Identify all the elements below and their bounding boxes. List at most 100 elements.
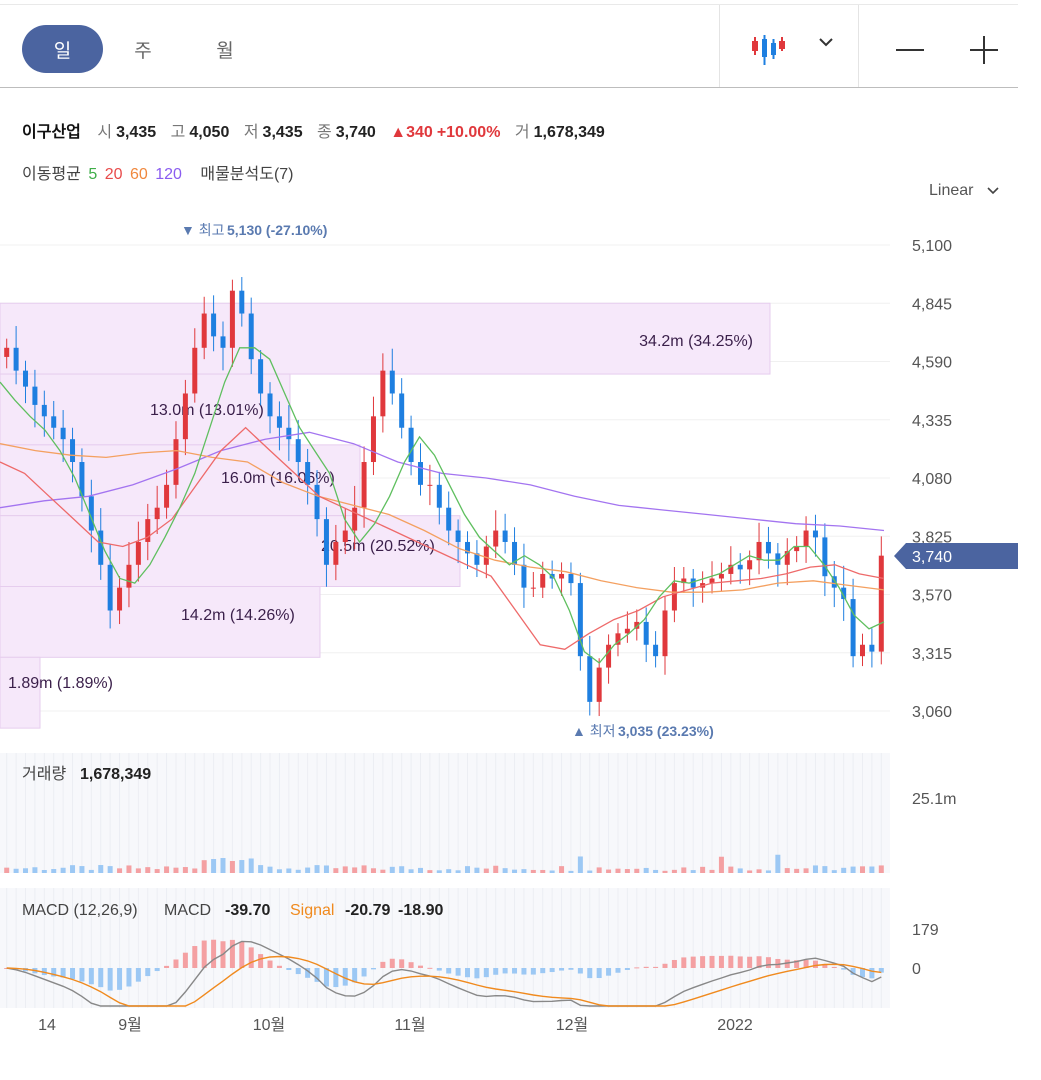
candle-body	[229, 290, 235, 348]
volume-bar	[859, 866, 865, 873]
macd-histogram-bar	[841, 968, 847, 970]
volume-bar	[32, 867, 38, 873]
candle-body	[869, 644, 875, 652]
open-value: 3,435	[116, 124, 157, 141]
candle-body	[718, 573, 724, 579]
candle-body	[88, 496, 94, 531]
macd-histogram-bar	[662, 963, 668, 968]
volume-bar	[747, 870, 753, 873]
candle-body	[747, 560, 753, 570]
macd-histogram-bar	[878, 968, 884, 973]
current-price-tag	[894, 543, 1018, 569]
volume-profile-bar	[0, 656, 41, 729]
candle-body	[145, 519, 151, 542]
macd-histogram-bar	[314, 968, 320, 982]
macd-histogram-bar	[728, 955, 734, 968]
x-axis-label: 11월	[394, 1016, 425, 1034]
candle-body	[211, 313, 217, 337]
macd-histogram-bar	[831, 966, 837, 968]
volume-bar	[145, 867, 151, 873]
candlestick-icon[interactable]	[748, 35, 788, 71]
candle-body	[51, 416, 57, 428]
macd-histogram-bar	[417, 965, 423, 968]
candle-body	[295, 439, 301, 463]
chevron-down-icon[interactable]	[818, 36, 834, 48]
candle-body	[41, 404, 47, 417]
macd-axis-label: 179	[912, 922, 939, 939]
period-tab-month[interactable]: 월	[216, 40, 234, 62]
volume-bar	[700, 866, 706, 873]
macd-histogram-bar	[803, 959, 809, 968]
macd-panel-bg	[0, 888, 890, 1008]
candle-body	[135, 541, 141, 565]
macd-histogram-bar	[60, 968, 66, 978]
macd-histogram-bar	[192, 946, 198, 968]
volume-bar	[107, 866, 113, 873]
ma60-line	[0, 443, 885, 593]
candle-body	[455, 530, 461, 542]
macd-histogram-bar	[869, 968, 875, 979]
volume-bar	[173, 867, 179, 873]
macd-histogram-bar	[154, 968, 160, 972]
macd-histogram-bar	[239, 941, 245, 968]
candle-body	[323, 519, 329, 565]
candle-body	[352, 507, 358, 531]
plus-icon-vertical[interactable]	[983, 36, 985, 64]
macd-histogram-bar	[436, 968, 442, 971]
volume-bar	[446, 869, 452, 873]
volume-bar	[286, 868, 292, 873]
period-tab-day[interactable]: 일	[22, 25, 103, 73]
candle-body	[606, 644, 612, 668]
volume-bar	[624, 869, 630, 873]
candle-body	[512, 541, 518, 565]
candle-body	[305, 462, 311, 485]
macd-panel-label: MACD (12,26,9)	[22, 902, 138, 919]
candle-body	[850, 599, 856, 657]
candle-body	[794, 546, 800, 552]
candle-body	[483, 546, 489, 565]
price-tick-label: 3,060	[912, 704, 952, 721]
candle-body	[775, 553, 781, 565]
macd-histogram-bar	[248, 947, 254, 968]
candle-body	[596, 667, 602, 702]
signal-label: Signal	[290, 902, 334, 919]
high-label: 고	[170, 124, 186, 141]
candle-body	[23, 370, 29, 387]
volume-bar	[60, 867, 66, 873]
volume-bar	[182, 867, 188, 873]
volume-bar	[164, 866, 170, 873]
volume-profile-bar	[0, 515, 461, 588]
macd-histogram-bar	[465, 968, 471, 978]
candle-body	[389, 370, 395, 394]
volume-bar	[23, 868, 29, 873]
volume-bar	[4, 867, 10, 873]
period-tab-week[interactable]: 주	[134, 40, 152, 62]
ma20-label: 20	[104, 166, 123, 183]
candle-body	[267, 393, 273, 417]
minus-icon[interactable]	[896, 49, 924, 51]
volume-profile-label: 13.0m (13.01%)	[150, 402, 264, 419]
candle-body	[201, 313, 207, 348]
chevron-down-icon[interactable]	[986, 186, 1000, 196]
volume-bar	[258, 865, 264, 873]
price-tick-label: 4,080	[912, 471, 952, 488]
scale-mode-select[interactable]: Linear	[929, 182, 974, 199]
candle-body	[728, 564, 734, 574]
moving-average-legend[interactable]: 이동평균 5 20 60 120 매물분석도(7)	[22, 160, 297, 184]
macd-histogram-bar	[98, 968, 104, 988]
volume-profile-label: 1.89m (1.89%)	[8, 675, 113, 692]
macd-histogram-bar	[615, 968, 621, 973]
volume-bar	[709, 869, 715, 873]
candle-body	[220, 336, 226, 348]
volume-bar	[314, 865, 320, 873]
volume-bar	[728, 866, 734, 873]
price-tick-label: 3,315	[912, 646, 952, 663]
candle-body	[634, 621, 640, 629]
candle-body	[380, 370, 386, 417]
volume-profile-label: 34.2m (34.25%)	[639, 333, 753, 350]
volume-profile-label: 16.0m (16.06%)	[221, 470, 335, 487]
candle-body	[446, 507, 452, 531]
candle-body	[784, 551, 790, 565]
change-value: ▲340	[390, 124, 433, 141]
